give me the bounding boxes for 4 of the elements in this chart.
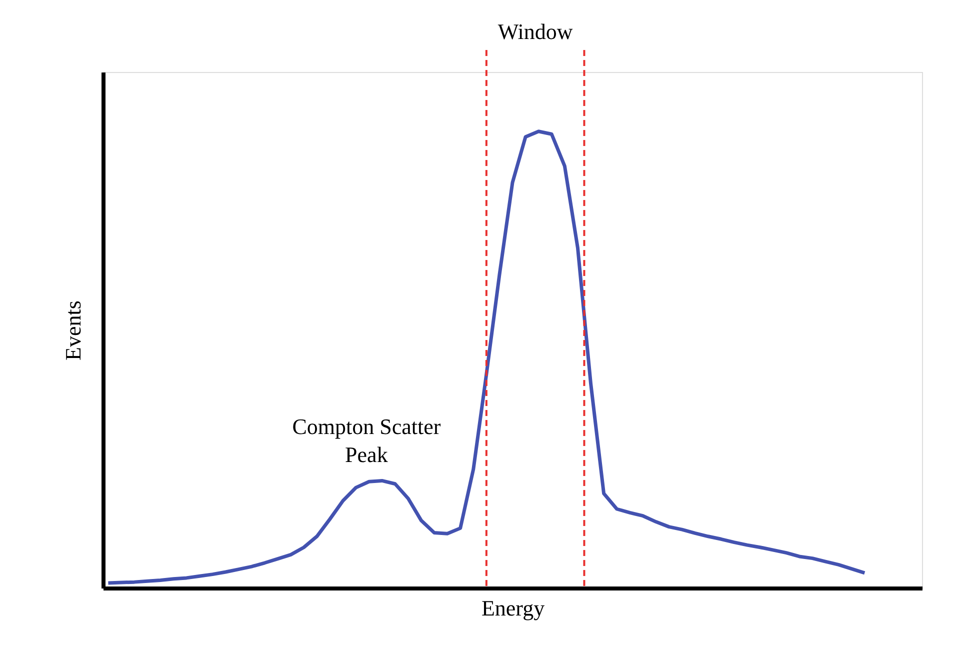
x-axis-title: Energy <box>481 596 545 620</box>
y-axis-title: Events <box>60 300 86 360</box>
text: Window <box>498 19 573 44</box>
annotation: Compton Scatter Peak <box>292 414 442 467</box>
